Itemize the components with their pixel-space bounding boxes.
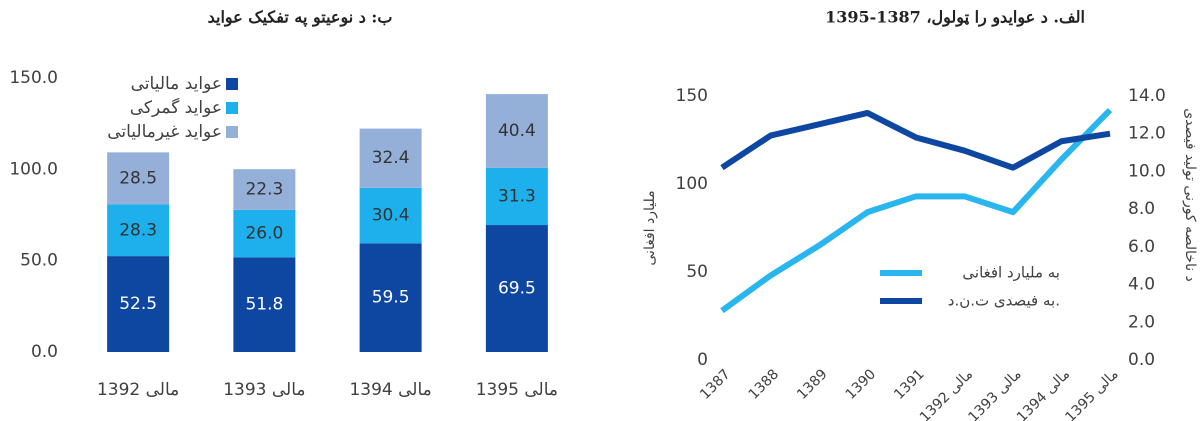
y2-axis-label: د ناخالصه کورنی تولید فیصدی: [1182, 108, 1198, 282]
bar-segment: [107, 152, 170, 205]
y2-tick-label: 6.0: [1128, 237, 1155, 257]
legend-label: به ملیارد افغانی: [962, 264, 1060, 282]
y-tick-label: 100: [676, 174, 708, 194]
bar-segment: [233, 209, 296, 258]
y2-tick-label: 4.0: [1128, 275, 1155, 295]
data-label: 69.5: [498, 279, 536, 299]
y-axis-label: ملیارد افغانی: [642, 190, 658, 265]
y2-tick-label: 2.0: [1128, 312, 1155, 332]
bar-segment: [107, 256, 170, 352]
bar-segment: [359, 187, 422, 244]
legend-label: عواید مالیاتی: [131, 74, 222, 94]
x-tick-label: 1391: [891, 366, 928, 403]
data-label: 26.0: [245, 224, 283, 244]
bar-segment: [359, 243, 422, 352]
y-tick-label: 100.0: [9, 159, 58, 179]
bar-segment: [359, 128, 422, 188]
legend-swatch: [226, 126, 238, 138]
y-tick-label: 0.0: [31, 342, 58, 362]
x-tick-label: 1392 مالی: [97, 380, 179, 400]
bar-segment: [485, 94, 548, 168]
data-label: 30.4: [372, 206, 410, 226]
y2-tick-label: 8.0: [1128, 199, 1155, 219]
y-tick-label: 150.0: [9, 68, 58, 88]
chart-title: ب: د نوعیتو په تفکیک عواید: [208, 8, 393, 28]
y-tick-label: 0: [697, 350, 708, 370]
data-label: 32.4: [372, 148, 410, 168]
x-tick-label: 1388: [746, 366, 783, 403]
chart-title: الف. د عوایدو را ټولول، 1387-1395: [825, 8, 1085, 28]
x-tick-label: 1393 مالی: [223, 380, 305, 400]
y-tick-label: 50: [686, 262, 708, 282]
y2-tick-label: 10.0: [1128, 161, 1166, 181]
data-label: 51.8: [245, 295, 283, 315]
legend-label: عواید غیرمالیاتی: [107, 122, 222, 142]
x-tick-label: 1390: [843, 366, 880, 403]
line-series: [720, 109, 1111, 171]
data-label: 28.3: [119, 220, 157, 240]
y2-tick-label: 0.0: [1128, 350, 1155, 370]
legend-swatch: [226, 78, 238, 90]
line-series: [720, 107, 1113, 314]
legend-swatch: [226, 102, 238, 114]
data-label: 31.3: [498, 186, 536, 206]
x-tick-label: 1389: [794, 366, 831, 403]
x-tick-label: 1387: [697, 366, 734, 403]
x-tick-label: 1394 مالی: [349, 380, 431, 400]
legend-label: عواید گمرکی: [130, 97, 222, 118]
data-label: 28.5: [119, 168, 157, 188]
y2-tick-label: 14.0: [1128, 86, 1166, 106]
legend-label: به فیصدی ت.ن.د.: [948, 292, 1060, 310]
y-tick-label: 50.0: [20, 251, 58, 271]
bar-segment: [233, 257, 296, 352]
x-tick-label: 1395 مالی: [1062, 366, 1121, 421]
y-tick-label: 150: [676, 86, 708, 106]
bar-segment: [107, 204, 170, 257]
bar-segment: [233, 169, 296, 210]
data-label: 52.5: [119, 294, 157, 314]
data-label: 22.3: [245, 180, 283, 200]
data-label: 40.4: [498, 121, 536, 141]
bar-segment: [485, 225, 548, 352]
x-tick-label: 1395 مالی: [476, 380, 558, 400]
y2-tick-label: 12.0: [1128, 124, 1166, 144]
bar-segment: [485, 167, 548, 226]
data-label: 59.5: [372, 288, 410, 308]
